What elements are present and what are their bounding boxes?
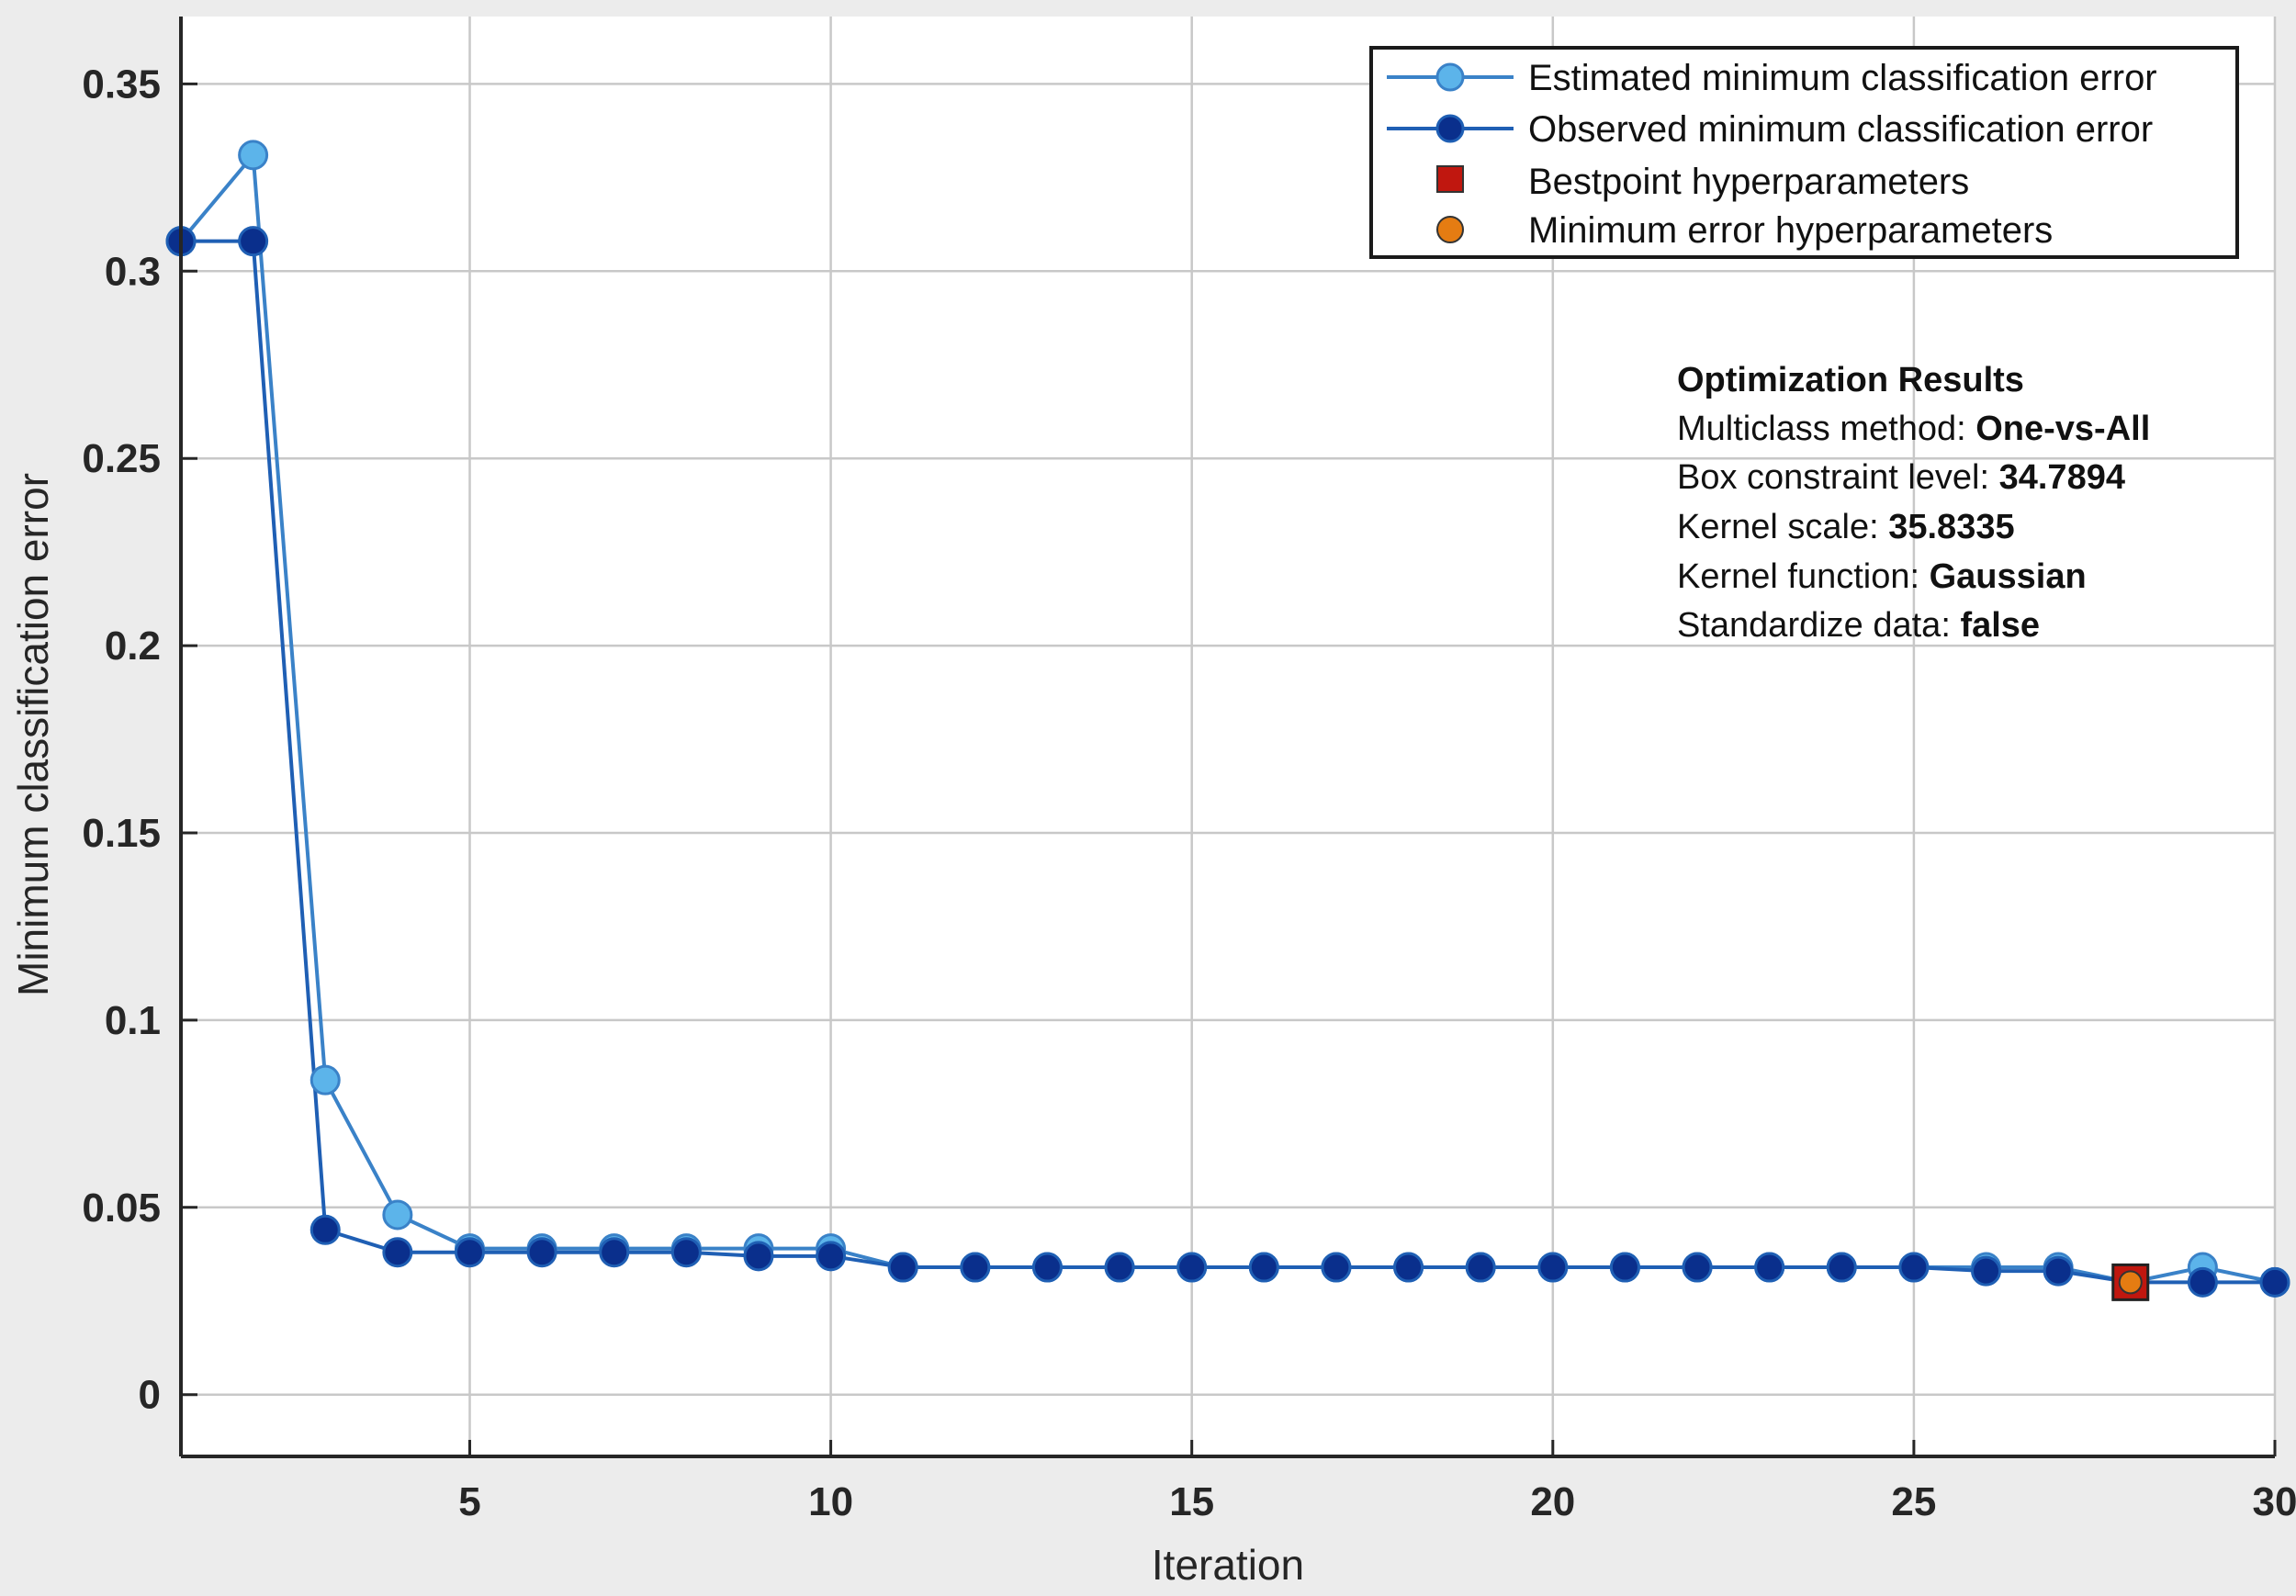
series-1-point: [310, 1214, 341, 1245]
x-axis-label: Iteration: [1152, 1541, 1304, 1589]
y-tick-label: 0.1: [105, 998, 161, 1043]
series-1-point: [599, 1237, 630, 1268]
y-tick-label: 0.25: [82, 436, 161, 481]
annotation-value-multiclass: One-vs-All: [1975, 410, 2150, 448]
legend-marker-bestpoint: [1436, 165, 1464, 193]
legend-label-observed: Observed minimum classification error: [1528, 109, 2153, 150]
annotation-title: Optimization Results: [1677, 361, 2024, 399]
min-error-marker: [2118, 1270, 2143, 1295]
series-1-point: [670, 1237, 702, 1268]
x-tick-label: 30: [2253, 1479, 2296, 1524]
legend-box: [1369, 46, 2239, 259]
annotation-value-standardize: false: [1960, 606, 2040, 645]
series-1-point: [743, 1241, 774, 1272]
series-1-point: [1031, 1252, 1063, 1283]
series-1-point: [1537, 1252, 1569, 1283]
x-ticks: 5 10 15 20 25 30: [458, 1440, 2296, 1524]
special-points-layer: [2111, 1263, 2150, 1301]
optimization-results-annotation: Optimization Results Multiclass method: …: [1677, 361, 2150, 645]
legend-label-min-error: Minimum error hyperparameters: [1528, 210, 2053, 251]
series-1-point: [2187, 1266, 2218, 1298]
series-1-point: [238, 226, 269, 257]
y-axis-label: Minimum classification error: [9, 473, 57, 996]
series-1-point: [1176, 1252, 1208, 1283]
annotation-label-kernel-scale: Kernel scale:: [1677, 508, 1888, 546]
annotation-value-kernel-function: Gaussian: [1930, 557, 2087, 596]
series-1-point: [454, 1237, 485, 1268]
series-1-point: [887, 1252, 918, 1283]
series-1-point: [1826, 1252, 1857, 1283]
series-1-point: [526, 1237, 557, 1268]
y-tick-label: 0.3: [105, 249, 161, 294]
series-1-point: [2043, 1255, 2074, 1287]
legend-label-bestpoint: Bestpoint hyperparameters: [1528, 162, 1969, 202]
annotation-value-box-constraint: 34.7894: [1999, 458, 2125, 497]
series-1-point: [2259, 1266, 2290, 1298]
annotation-line-multiclass: Multiclass method: One-vs-All: [1677, 410, 2150, 448]
legend-marker-estimated: [1435, 62, 1465, 92]
x-tick-label: 15: [1169, 1479, 1214, 1524]
y-tick-label: 0.35: [82, 62, 161, 107]
annotation-label-box-constraint: Box constraint level:: [1677, 458, 1999, 497]
annotation-value-kernel-scale: 35.8335: [1888, 508, 2014, 546]
y-tick-label: 0: [139, 1373, 161, 1418]
y-ticks: 0 0.05 0.1 0.15 0.2 0.25 0.3 0.35: [82, 62, 197, 1418]
annotation-label-kernel-function: Kernel function:: [1677, 557, 1930, 596]
series-1-point: [960, 1252, 991, 1283]
x-tick-label: 10: [808, 1479, 853, 1524]
series-1-point: [1104, 1252, 1135, 1283]
series-0-point: [238, 140, 269, 171]
annotation-label-standardize: Standardize data:: [1677, 606, 1960, 645]
annotation-line-box-constraint: Box constraint level: 34.7894: [1677, 458, 2125, 497]
legend-marker-min-error: [1436, 216, 1464, 243]
annotation-label-multiclass: Multiclass method:: [1677, 410, 1975, 448]
annotation-line-kernel-scale: Kernel scale: 35.8335: [1677, 508, 2015, 546]
y-tick-label: 0.15: [82, 811, 161, 856]
legend-label-estimated: Estimated minimum classification error: [1528, 58, 2157, 98]
y-tick-label: 0.05: [82, 1186, 161, 1231]
x-tick-label: 25: [1891, 1479, 1936, 1524]
series-1-point: [1321, 1252, 1352, 1283]
series-1-point: [1971, 1255, 2002, 1287]
series-1-point: [382, 1237, 413, 1268]
annotation-line-standardize: Standardize data: false: [1677, 606, 2040, 645]
series-1-point: [1465, 1252, 1496, 1283]
series-1-point: [1754, 1252, 1785, 1283]
series-1-point: [1682, 1252, 1713, 1283]
series-1-point: [1898, 1252, 1930, 1283]
legend: Estimated minimum classification error O…: [1369, 46, 2239, 259]
series-0-point: [382, 1199, 413, 1231]
series-1-point: [816, 1241, 847, 1272]
series-layer: [165, 140, 2290, 1298]
series-1-point: [1393, 1252, 1424, 1283]
y-tick-label: 0.2: [105, 624, 161, 669]
series-1-point: [1609, 1252, 1640, 1283]
x-tick-label: 5: [458, 1479, 480, 1524]
annotation-line-kernel-function: Kernel function: Gaussian: [1677, 557, 2087, 596]
x-tick-label: 20: [1530, 1479, 1575, 1524]
series-1-point: [1248, 1252, 1279, 1283]
legend-marker-observed: [1435, 114, 1465, 143]
series-0-point: [310, 1064, 341, 1096]
